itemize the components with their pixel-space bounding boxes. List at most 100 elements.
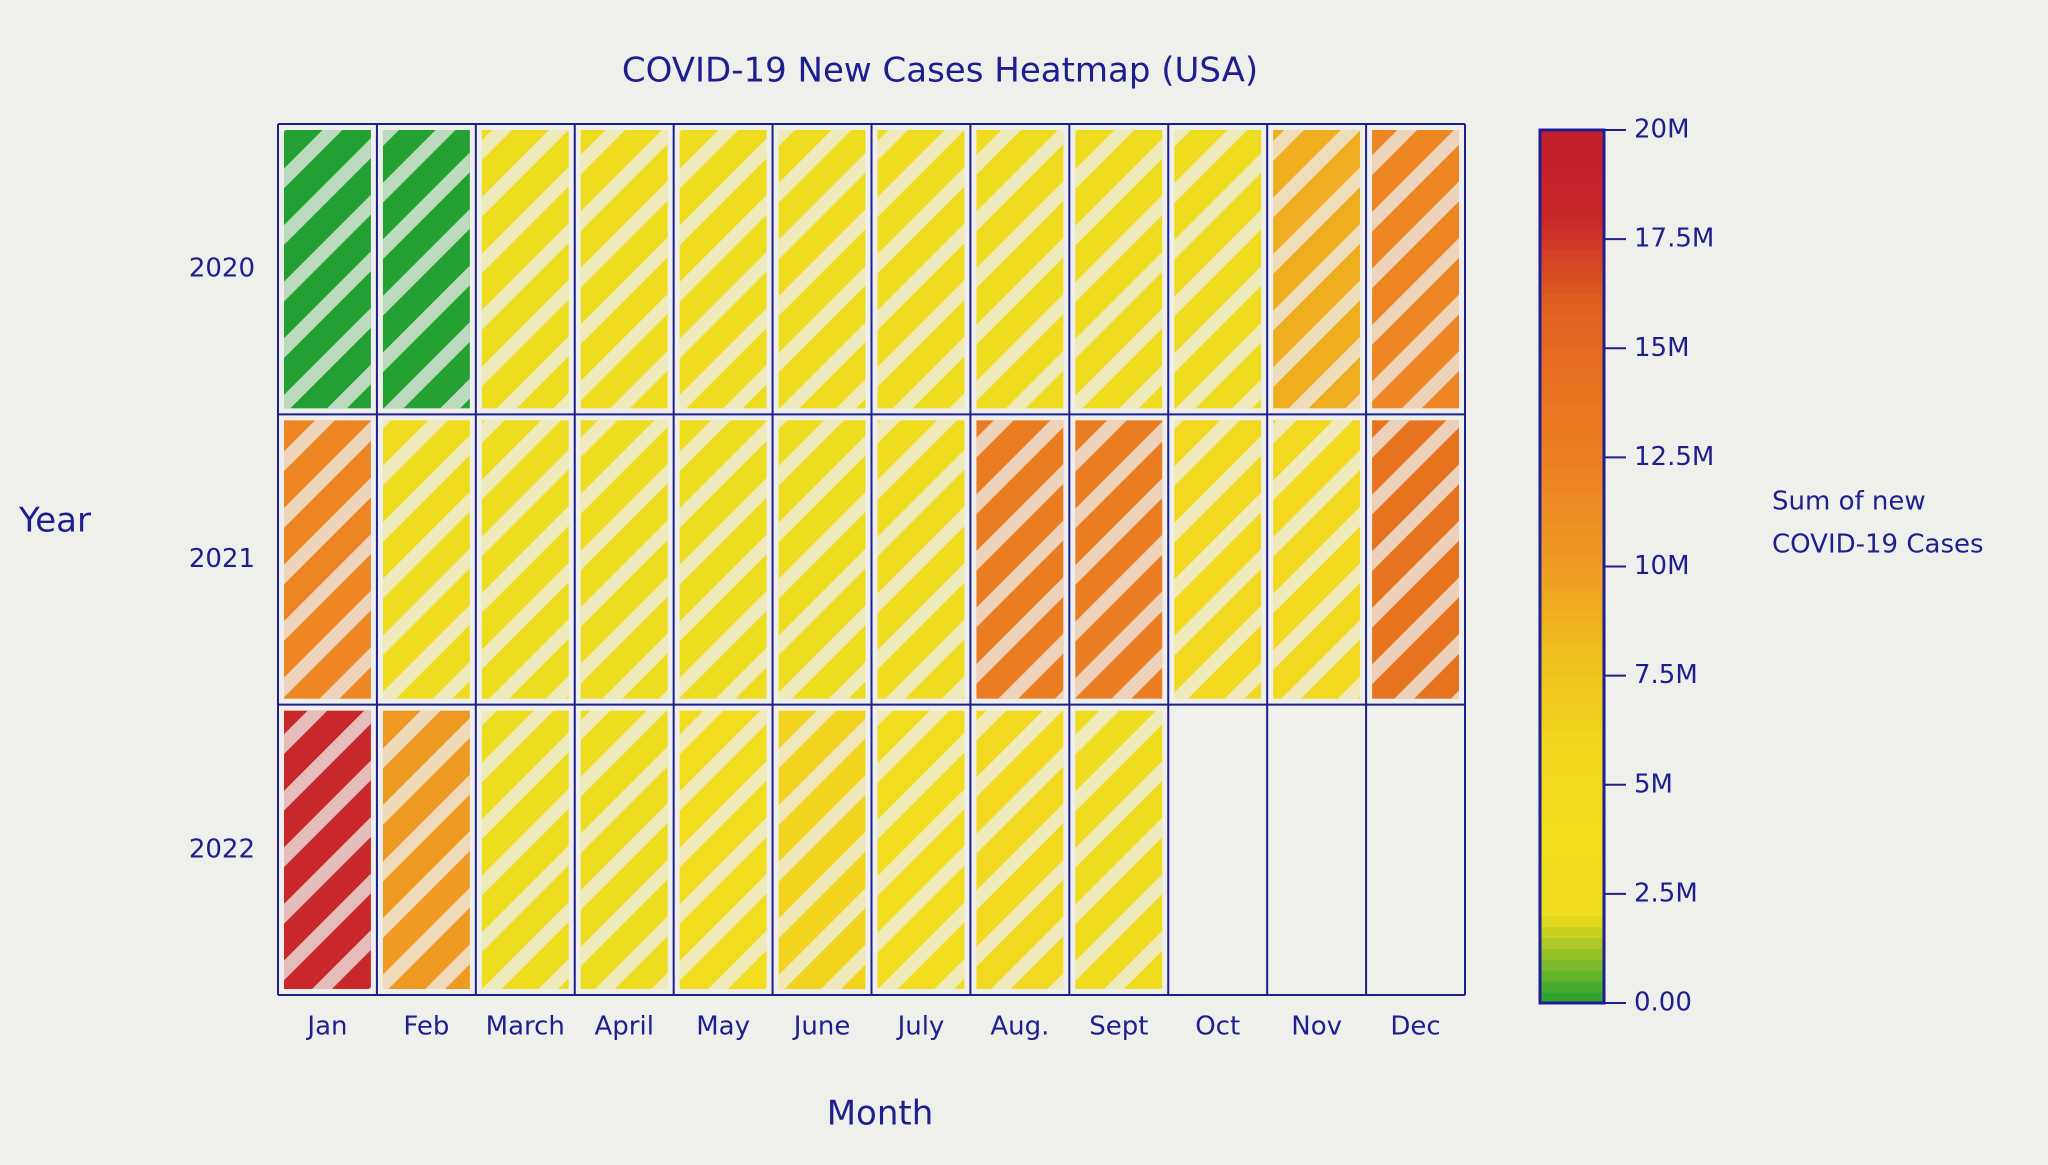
- colorbar-swatch: [1540, 206, 1604, 218]
- colorbar-swatch: [1540, 817, 1604, 829]
- colorbar-swatch: [1540, 348, 1604, 360]
- colorbar-swatch: [1540, 588, 1604, 600]
- colorbar-swatch: [1540, 359, 1604, 371]
- colorbar-swatch: [1540, 730, 1604, 742]
- colorbar-swatch: [1540, 697, 1604, 709]
- cell-hatch: [976, 130, 1064, 409]
- x-tick-label: April: [594, 1012, 653, 1042]
- colorbar-swatch: [1540, 839, 1604, 851]
- colorbar-swatch: [1540, 915, 1604, 928]
- colorbar-swatch: [1540, 195, 1604, 207]
- colorbar-swatch: [1540, 675, 1604, 688]
- colorbar-swatch: [1540, 850, 1604, 862]
- colorbar-swatch: [1540, 468, 1604, 480]
- colorbar-tick-label: 0.00: [1634, 988, 1692, 1018]
- colorbar-swatch: [1540, 282, 1604, 295]
- colorbar-swatch: [1540, 151, 1604, 164]
- colorbar-swatch: [1540, 293, 1604, 306]
- y-tick-label: 2021: [189, 544, 255, 574]
- y-tick-label: 2022: [189, 834, 255, 864]
- colorbar-swatch: [1540, 719, 1604, 731]
- colorbar-swatch: [1540, 948, 1604, 960]
- y-tick-label: 2020: [189, 254, 255, 284]
- cell-hatch: [580, 130, 668, 409]
- cell-hatch: [976, 710, 1064, 989]
- cell-hatch: [382, 420, 470, 699]
- colorbar-swatch: [1540, 304, 1604, 317]
- x-tick-label: March: [486, 1012, 565, 1042]
- colorbar-swatch: [1540, 708, 1604, 720]
- colorbar-swatch: [1540, 599, 1604, 611]
- x-tick-label: Feb: [403, 1012, 449, 1042]
- colorbar-swatch: [1540, 490, 1604, 502]
- colorbar-tick-label: 5M: [1634, 769, 1673, 799]
- colorbar-swatch: [1540, 435, 1604, 447]
- x-tick-label: July: [896, 1012, 945, 1042]
- colorbar-swatch: [1540, 664, 1604, 677]
- colorbar-swatch: [1540, 861, 1604, 873]
- colorbar-swatch: [1540, 457, 1604, 469]
- chart-title: COVID-19 New Cases Heatmap (USA): [622, 51, 1258, 91]
- colorbar-swatch: [1540, 762, 1604, 775]
- cell-hatch: [481, 130, 569, 409]
- colorbar-swatch: [1540, 992, 1604, 1004]
- colorbar-tick-label: 7.5M: [1634, 660, 1698, 690]
- colorbar-swatch: [1540, 544, 1604, 557]
- colorbar-swatch: [1540, 479, 1604, 491]
- cell-hatch: [778, 130, 866, 409]
- cell-hatch: [679, 130, 767, 409]
- colorbar-swatch: [1540, 391, 1604, 404]
- colorbar-swatch: [1540, 577, 1604, 589]
- colorbar-swatch: [1540, 926, 1604, 939]
- colorbar-swatch: [1540, 250, 1604, 262]
- colorbar-swatch: [1540, 511, 1604, 524]
- x-tick-label: May: [696, 1012, 750, 1042]
- colorbar-swatch: [1540, 184, 1604, 196]
- colorbar-swatch: [1540, 271, 1604, 284]
- colorbar-tick-label: 10M: [1634, 551, 1690, 581]
- colorbar-swatch: [1540, 959, 1604, 971]
- colorbar-swatch: [1540, 424, 1604, 437]
- x-tick-label: Jan: [305, 1012, 347, 1042]
- colorbar-swatch: [1540, 621, 1604, 633]
- colorbar-swatch: [1540, 686, 1604, 698]
- colorbar-swatch: [1540, 130, 1604, 142]
- cell-hatch: [877, 710, 965, 989]
- colorbar-swatch: [1540, 173, 1604, 186]
- colorbar-swatch: [1540, 653, 1604, 666]
- colorbar-swatch: [1540, 337, 1604, 349]
- colorbar-swatch: [1540, 239, 1604, 251]
- colorbar-tick-label: 15M: [1634, 333, 1690, 363]
- cell-hatch: [1174, 420, 1262, 699]
- cell-hatch: [580, 710, 668, 989]
- colorbar-title: COVID-19 Cases: [1772, 530, 1984, 560]
- colorbar-swatch: [1540, 522, 1604, 535]
- colorbar-swatch: [1540, 806, 1604, 818]
- cell-hatch: [284, 710, 371, 989]
- colorbar-swatch: [1540, 315, 1604, 327]
- colorbar-swatch: [1540, 501, 1604, 513]
- colorbar-swatch: [1540, 162, 1604, 175]
- colorbar-swatch: [1540, 795, 1604, 808]
- x-axis-title: Month: [827, 1094, 934, 1134]
- cell-hatch: [778, 710, 866, 989]
- colorbar-swatch: [1540, 773, 1604, 786]
- cell-hatch: [679, 420, 767, 699]
- colorbar-swatch: [1540, 981, 1604, 993]
- colorbar-swatch: [1540, 872, 1604, 884]
- cell-hatch: [877, 420, 965, 699]
- cell-hatch: [382, 130, 470, 409]
- colorbar-swatch: [1540, 937, 1604, 949]
- colorbar-swatch: [1540, 784, 1604, 797]
- colorbar-swatch: [1540, 217, 1604, 229]
- colorbar-swatch: [1540, 260, 1604, 273]
- colorbar-swatch: [1540, 370, 1604, 382]
- cell-hatch: [1075, 130, 1163, 409]
- colorbar-title: Sum of new: [1772, 487, 1926, 517]
- cell-hatch: [382, 710, 470, 989]
- colorbar-swatch: [1540, 631, 1604, 644]
- cell-hatch: [1075, 420, 1163, 699]
- colorbar-swatch: [1540, 741, 1604, 753]
- colorbar-swatch: [1540, 380, 1604, 393]
- cell-hatch: [1273, 420, 1361, 699]
